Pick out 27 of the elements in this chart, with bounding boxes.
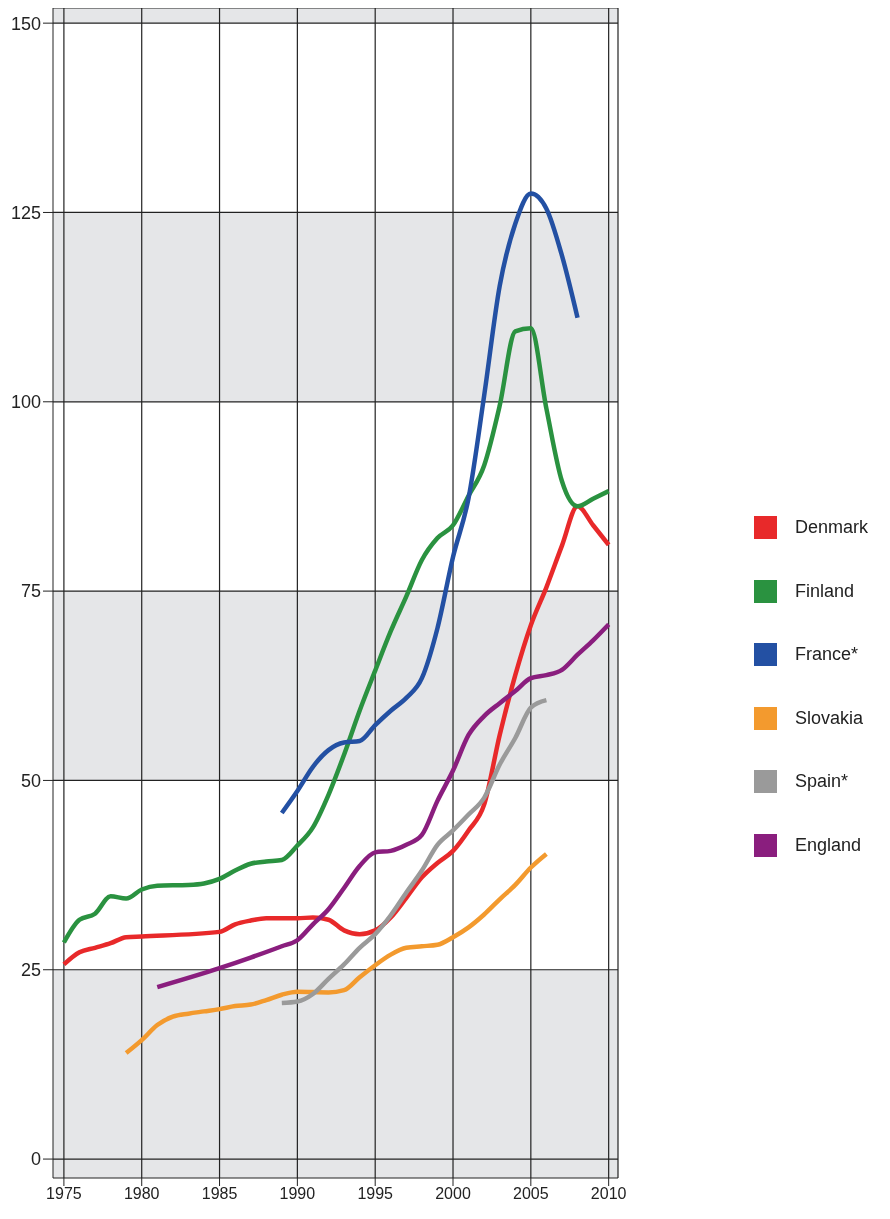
x-tick-label: 1990 <box>279 1185 316 1203</box>
line-series <box>155 622 611 990</box>
x-tick-label: 2010 <box>590 1185 627 1203</box>
legend-label: France* <box>795 644 859 666</box>
legend-label: Finland <box>795 580 855 602</box>
x-tick-label: 1985 <box>201 1185 238 1203</box>
x-tick-label: 1995 <box>357 1185 394 1203</box>
y-tick-label: 125 <box>10 202 41 223</box>
line-series <box>61 504 611 967</box>
legend-label: Slovakia <box>795 707 864 729</box>
x-tick-label: 2000 <box>435 1185 471 1203</box>
y-tick-label: 150 <box>10 13 41 34</box>
y-tick-label: 75 <box>20 581 41 602</box>
y-tick-label: 100 <box>10 392 41 413</box>
line-series <box>123 851 549 1056</box>
line-series <box>279 697 549 1006</box>
y-tick-label: 25 <box>20 960 41 981</box>
line-series <box>279 191 580 816</box>
x-tick-label: 2005 <box>513 1185 549 1203</box>
x-tick-label: 1980 <box>123 1185 160 1203</box>
legend-label: Denmark <box>795 517 869 539</box>
legend-label: Spain* <box>795 771 849 793</box>
y-tick-label: 0 <box>30 1149 41 1170</box>
legend-label: England <box>795 834 862 856</box>
x-tick-label: 1975 <box>46 1185 82 1203</box>
y-tick-label: 50 <box>20 770 41 791</box>
line-series <box>61 326 611 945</box>
